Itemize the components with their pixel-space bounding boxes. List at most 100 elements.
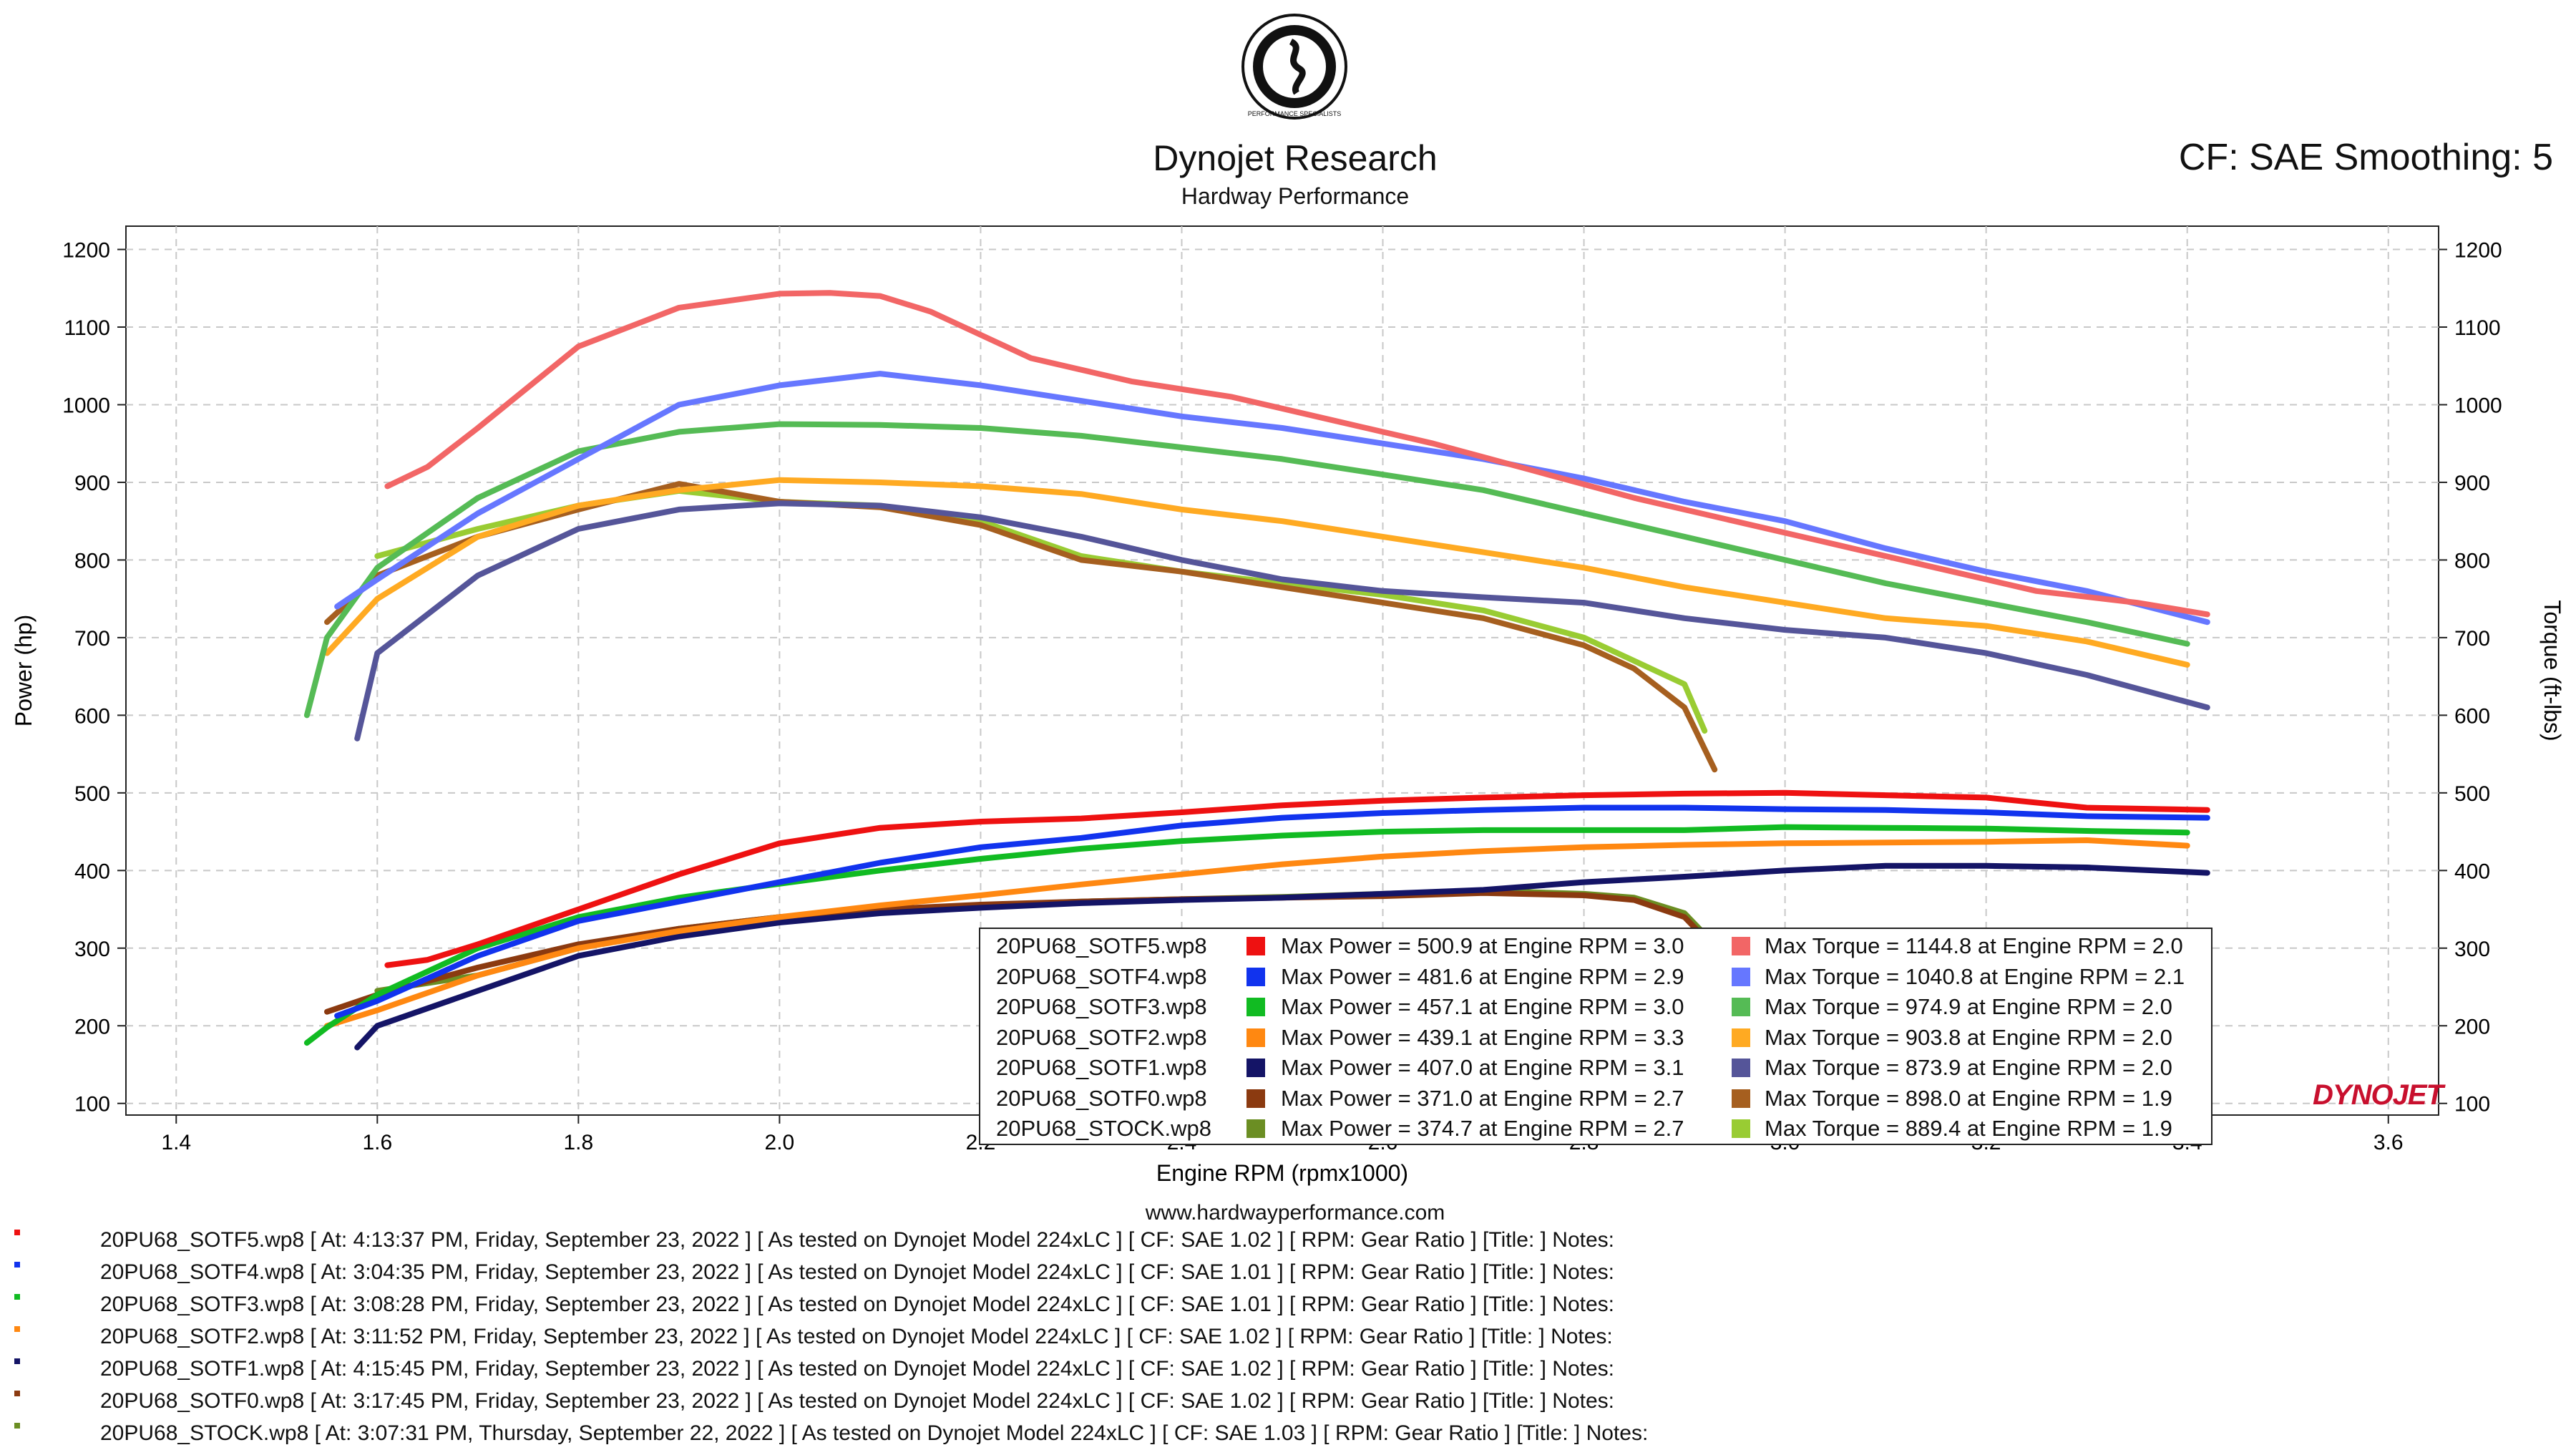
y2-tick-label: 100 [2454,1093,2490,1116]
legend-file-name: 20PU68_SOTF4.wp8 [996,963,1207,989]
legend-torque-swatch [1732,998,1750,1016]
y2-axis-label: Torque (ft-lbs) [2540,600,2565,741]
y-tick-label: 800 [74,549,110,573]
legend-power-swatch [1246,998,1265,1016]
legend-max-torque: Max Torque = 974.9 at Engine RPM = 2.0 [1765,994,2172,1019]
axes: 1.41.61.82.02.22.42.62.83.03.23.43.61001… [62,239,2502,1154]
logo-text: PERFORMANCE SPECIALISTS [1248,110,1342,117]
legend-torque-swatch [1732,1028,1750,1047]
run-color-dot [14,1326,20,1332]
legend-file-name: 20PU68_SOTF5.wp8 [996,933,1207,958]
legend-max-torque: Max Torque = 903.8 at Engine RPM = 2.0 [1765,1024,2172,1050]
run-note-row: 20PU68_STOCK.wp8 [ At: 3:07:31 PM, Thurs… [0,1417,2576,1449]
legend-file-name: 20PU68_SOTF2.wp8 [996,1024,1207,1050]
legend-file-name: 20PU68_STOCK.wp8 [996,1116,1211,1141]
x-axis-label: Engine RPM (rpmx1000) [1156,1160,1408,1186]
legend-max-power: Max Power = 481.6 at Engine RPM = 2.9 [1281,963,1684,989]
legend: 20PU68_SOTF5.wp8 Max Power = 500.9 at Eng… [979,928,2212,1145]
run-color-dot [14,1294,20,1300]
y2-tick-label: 400 [2454,860,2490,883]
run-note-row: 20PU68_SOTF4.wp8 [ At: 3:04:35 PM, Frida… [0,1256,2576,1288]
legend-max-power: Max Power = 407.0 at Engine RPM = 3.1 [1281,1055,1684,1080]
y2-tick-label: 700 [2454,627,2490,651]
run-color-dot [14,1230,20,1235]
y2-tick-label: 600 [2454,704,2490,728]
y2-tick-label: 1200 [2454,239,2502,263]
legend-entry: 20PU68_SOTF4.wp8 Max Power = 481.6 at Eng… [980,963,2211,993]
power-line [354,862,2210,1051]
y2-tick-label: 200 [2454,1015,2490,1038]
legend-max-torque: Max Torque = 1040.8 at Engine RPM = 2.1 [1765,963,2185,989]
y-tick-label: 1200 [62,239,110,263]
legend-file-name: 20PU68_SOTF0.wp8 [996,1085,1207,1111]
run-note-row: 20PU68_SOTF3.wp8 [ At: 3:08:28 PM, Frida… [0,1288,2576,1320]
run-note-row: 20PU68_SOTF5.wp8 [ At: 4:13:37 PM, Frida… [0,1224,2576,1256]
power-line [334,804,2210,1019]
legend-power-swatch [1246,967,1265,986]
legend-file-name: 20PU68_SOTF1.wp8 [996,1055,1207,1080]
power-line [324,837,2190,1029]
legend-torque-swatch [1732,937,1750,955]
legend-file-name: 20PU68_SOTF3.wp8 [996,994,1207,1019]
y2-tick-label: 900 [2454,472,2490,495]
power-line [384,789,2210,968]
torque-line [384,290,2210,618]
torque-line [324,477,2190,668]
legend-power-swatch [1246,937,1265,955]
y2-tick-label: 800 [2454,549,2490,573]
legend-max-torque: Max Torque = 1144.8 at Engine RPM = 2.0 [1765,933,2183,958]
y-tick-label: 300 [74,938,110,961]
legend-entry: 20PU68_STOCK.wp8 Max Power = 374.7 at Eng… [980,1114,2211,1145]
legend-entry: 20PU68_SOTF5.wp8 Max Power = 500.9 at Eng… [980,932,2211,963]
chart-title: Dynojet Research [1153,138,1438,178]
x-tick-label: 2.0 [765,1131,795,1154]
y-tick-label: 900 [74,472,110,495]
x-tick-label: 1.8 [563,1131,593,1154]
run-note-text: 20PU68_SOTF3.wp8 [ At: 3:08:28 PM, Frida… [100,1293,1614,1316]
y-tick-label: 1100 [64,316,110,340]
run-color-dot [14,1423,20,1429]
y-tick-label: 1000 [62,394,110,417]
run-note-text: 20PU68_STOCK.wp8 [ At: 3:07:31 PM, Thurs… [100,1421,1649,1445]
run-note-text: 20PU68_SOTF4.wp8 [ At: 3:04:35 PM, Frida… [100,1260,1614,1284]
legend-torque-swatch [1732,1089,1750,1108]
legend-max-power: Max Power = 374.7 at Engine RPM = 2.7 [1281,1116,1684,1141]
legend-power-swatch [1246,1089,1265,1108]
y2-tick-label: 1000 [2454,394,2502,417]
y-tick-label: 100 [74,1093,110,1116]
series-lines [303,290,2210,1051]
y-tick-label: 600 [74,704,110,728]
legend-torque-swatch [1732,967,1750,986]
y-tick-label: 500 [74,782,110,806]
legend-torque-swatch [1732,1119,1750,1138]
dynojet-brand: DYNOJET [2313,1079,2444,1111]
legend-power-swatch [1246,1119,1265,1138]
torque-line [334,371,2210,626]
website-link[interactable]: www.hardwayperformance.com [1145,1201,1445,1225]
run-color-dot [14,1262,20,1267]
torque-line [354,500,2210,741]
x-tick-label: 1.6 [362,1131,392,1154]
power-line [303,824,2190,1046]
legend-power-swatch [1246,1028,1265,1047]
legend-max-power: Max Power = 439.1 at Engine RPM = 3.3 [1281,1024,1684,1050]
legend-max-power: Max Power = 457.1 at Engine RPM = 3.0 [1281,994,1684,1019]
legend-torque-swatch [1732,1059,1750,1077]
y2-tick-label: 500 [2454,782,2490,806]
run-notes-list: 20PU68_SOTF5.wp8 [ At: 4:13:37 PM, Frida… [0,1224,2576,1449]
y2-tick-label: 300 [2454,938,2490,961]
legend-entry: 20PU68_SOTF1.wp8 Max Power = 407.0 at Eng… [980,1054,2211,1084]
run-note-text: 20PU68_SOTF1.wp8 [ At: 4:15:45 PM, Frida… [100,1357,1614,1381]
performance-specialists-logo: PERFORMANCE SPECIALISTS [1241,14,1347,120]
y2-tick-label: 1100 [2454,316,2501,340]
run-note-text: 20PU68_SOTF5.wp8 [ At: 4:13:37 PM, Frida… [100,1228,1614,1252]
torque-line [303,421,2190,719]
run-note-text: 20PU68_SOTF2.wp8 [ At: 3:11:52 PM, Frida… [100,1325,1613,1348]
y-tick-label: 200 [74,1015,110,1038]
run-note-row: 20PU68_SOTF2.wp8 [ At: 3:11:52 PM, Frida… [0,1320,2576,1353]
legend-max-torque: Max Torque = 873.9 at Engine RPM = 2.0 [1765,1055,2172,1080]
legend-max-power: Max Power = 371.0 at Engine RPM = 2.7 [1281,1085,1684,1111]
y-axis-label: Power (hp) [11,615,36,727]
run-note-row: 20PU68_SOTF1.wp8 [ At: 4:15:45 PM, Frida… [0,1353,2576,1385]
legend-power-swatch [1246,1059,1265,1077]
